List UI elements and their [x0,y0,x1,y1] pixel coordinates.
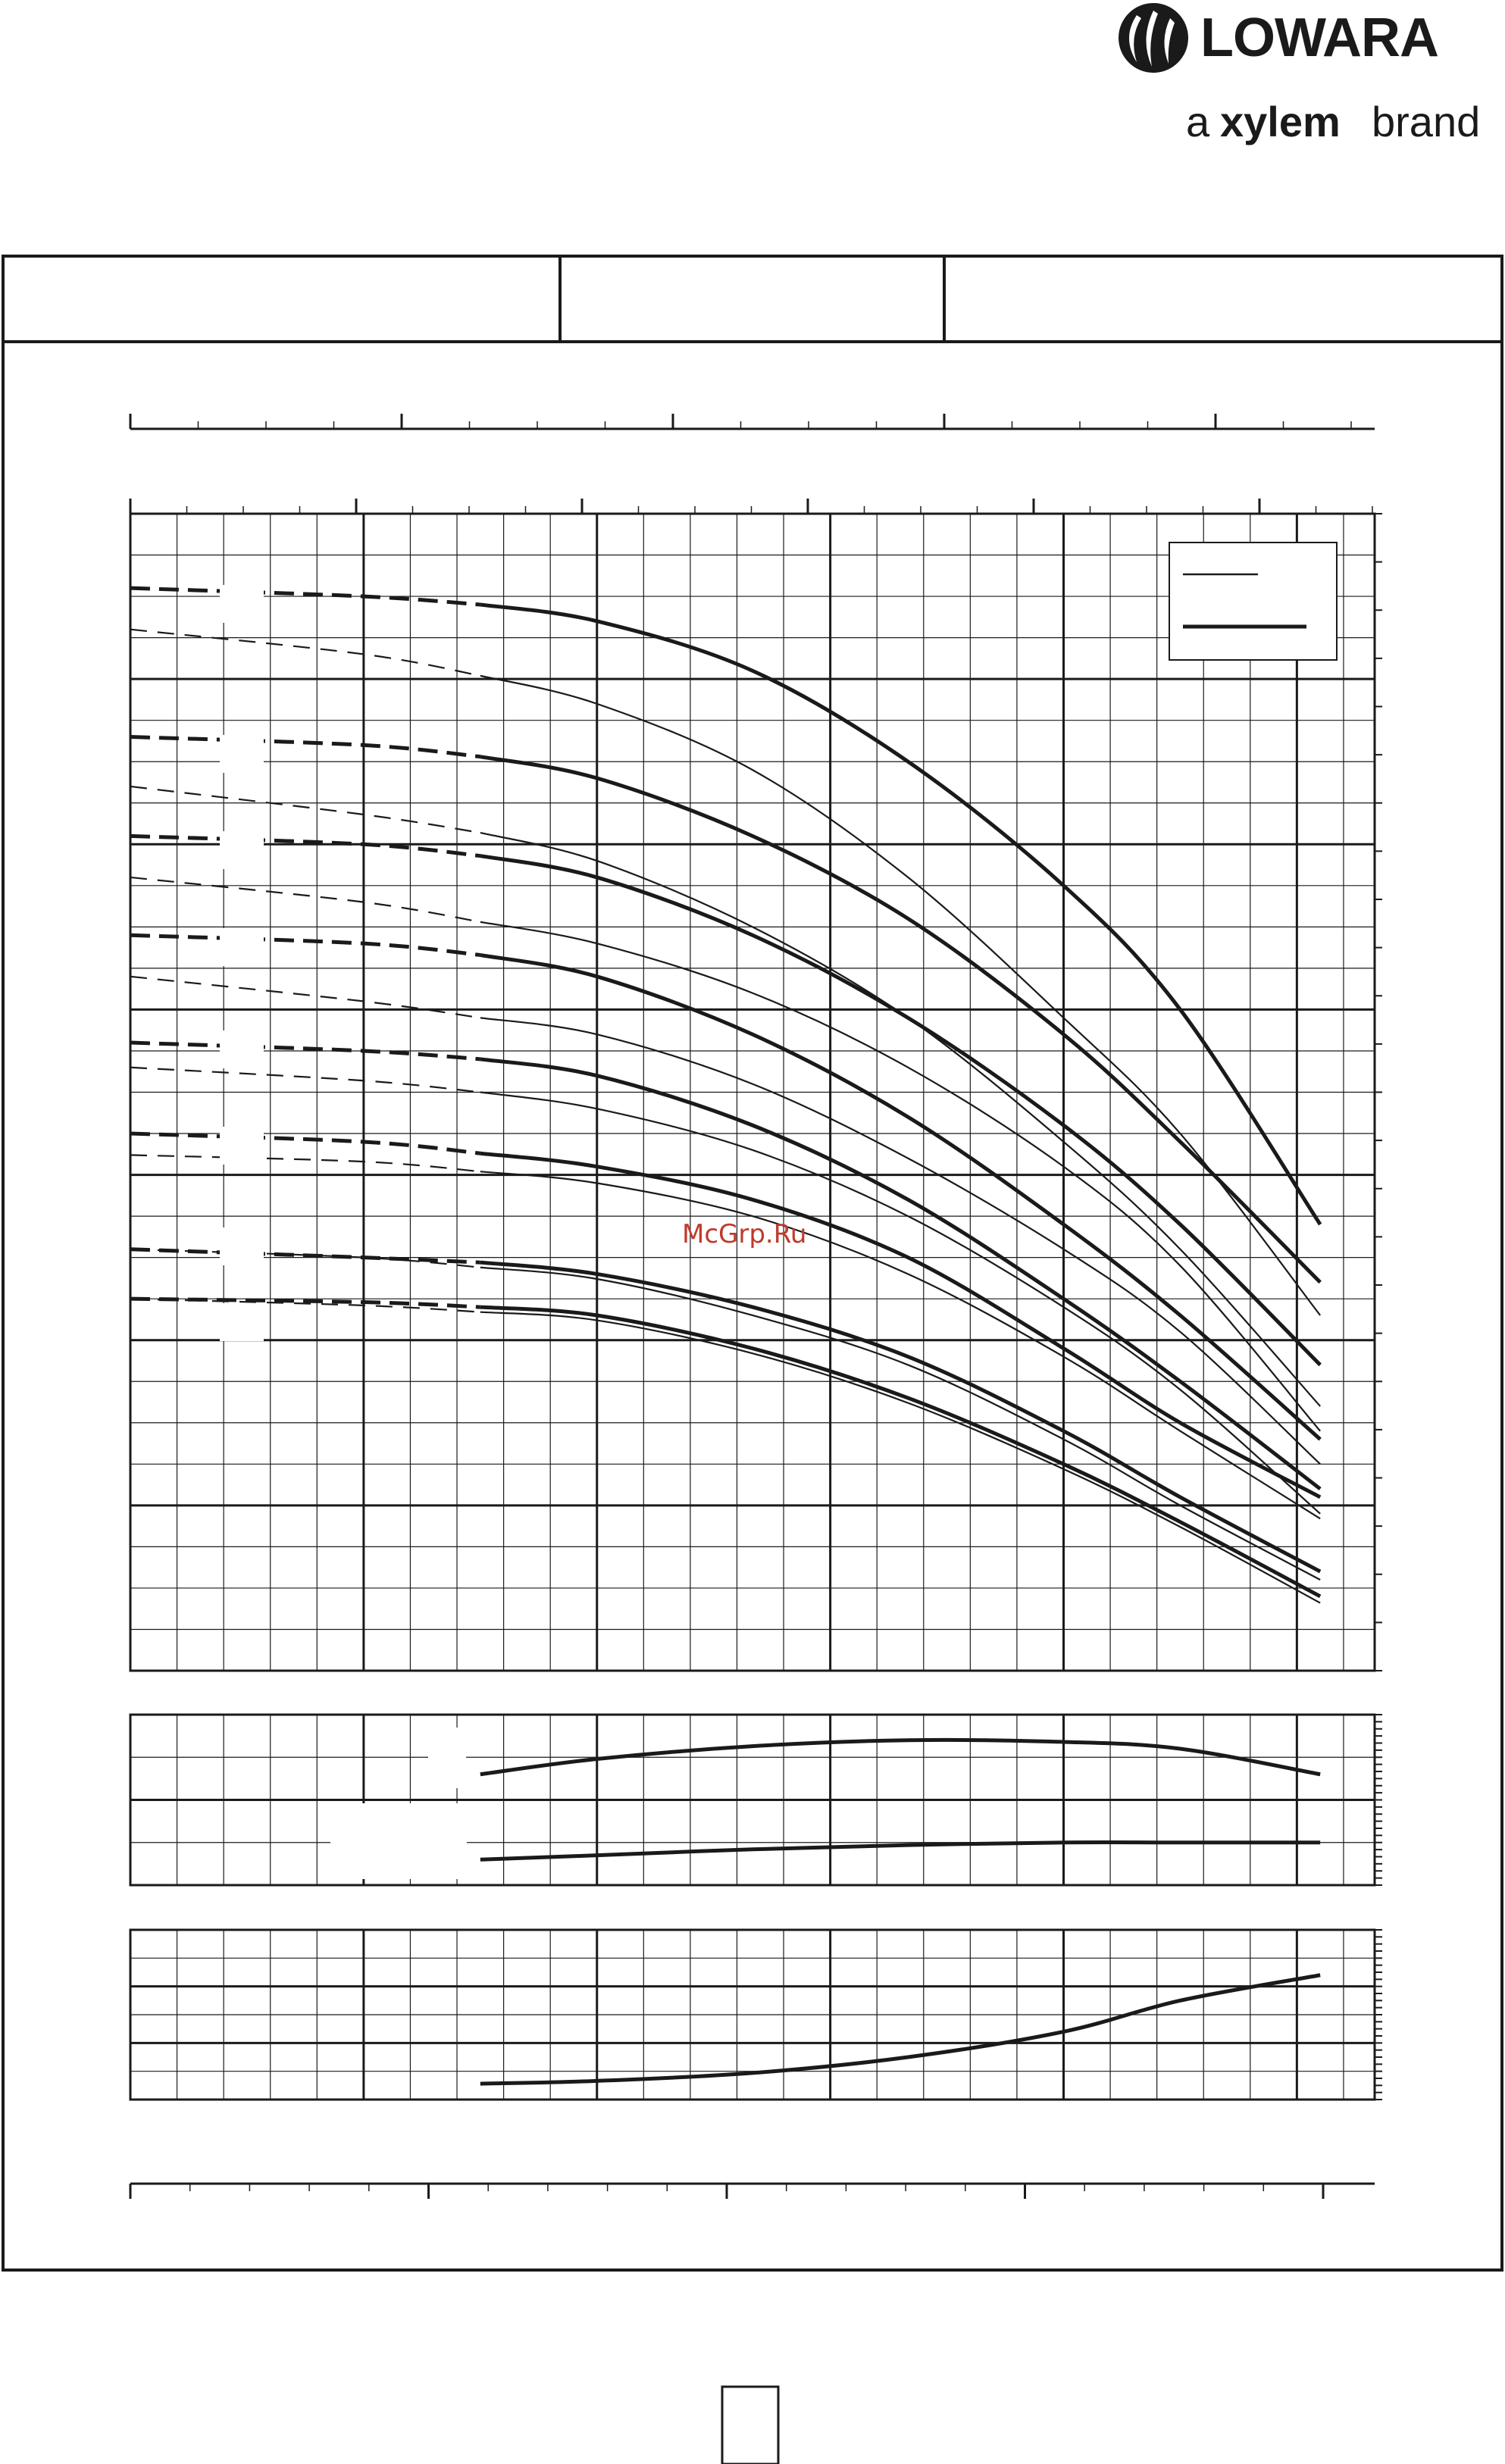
series-13-line [480,1266,1321,1581]
label-gap-6 [220,1227,264,1265]
series-11-dashed [130,1154,480,1173]
mid-chart-curves [330,1728,1321,1879]
series-8-line [480,1057,1322,1491]
brand-tagline-prefix: a [1186,98,1210,145]
series-10-line [480,1151,1322,1499]
series-9-dashed [130,1066,480,1093]
series-6-dashed [130,933,481,957]
series-0-dashed [130,586,480,607]
series-10-dashed [130,1131,481,1155]
bottom-chart [129,1928,1382,2101]
series-12-dashed [130,1247,480,1265]
series-5-dashed [130,876,480,923]
series-7-line [480,1017,1321,1465]
chart-legend [1169,542,1338,661]
brand-tagline-suffix: brand [1372,98,1480,145]
series-1-line [480,674,1322,1316]
series-8-dashed [130,1040,480,1062]
label-gap-2 [220,831,264,869]
series-2-line [480,755,1322,1284]
label-gap-1 [220,735,264,773]
brand-name: LOWARA [1200,8,1438,68]
label-gap-mid-2 [330,1803,467,1879]
series-14-dashed [130,1296,480,1309]
head-chart-curves [130,585,1322,1604]
series-3-dashed [130,785,480,834]
series-4-dashed [130,833,481,858]
bottom-scale-axis [129,2182,1375,2199]
lowara-mark-icon [1119,3,1188,73]
sheet-frame [2,255,1503,2272]
top-scale-axis-2 [129,499,1375,515]
series-9-line [480,1091,1321,1515]
label-gap-7 [220,1303,264,1341]
top-scale-axis [129,414,1375,430]
mid-chart [129,1713,1382,1887]
series-2-dashed [130,734,481,759]
label-gap-0 [220,585,264,623]
legend-box [1169,542,1338,661]
page-number-box [721,2385,780,2464]
label-gap-5 [220,1127,264,1165]
brand-tagline-brand: xylem [1220,98,1341,145]
label-gap-4 [220,1030,264,1068]
bottom-chart-grid [129,1928,1382,2101]
bottom-chart-curves [480,1973,1321,2086]
series-3-line [480,831,1321,1407]
series-15-line [480,1311,1321,1604]
watermark-text: McGrp.Ru [682,1219,806,1249]
label-gap-3 [220,928,264,966]
series-4-line [480,854,1322,1367]
series-14-line [480,1305,1322,1599]
series-1-line [480,1840,1321,1862]
series-0-line [480,602,1322,1226]
lowara-logo: LOWARA a xylem brand [1119,3,1480,145]
mid-chart-grid [129,1713,1382,1887]
series-7-dashed [130,975,480,1019]
series-12-line [480,1260,1322,1574]
head-chart-grid [129,512,1382,1672]
series-1-dashed [130,628,481,677]
series-0-line [480,1737,1321,1777]
series-5-line [480,921,1321,1432]
series-11-line [480,1171,1321,1520]
head-chart [129,512,1382,1672]
label-gap-mid-1 [428,1728,466,1788]
series-0-line [480,1973,1321,2086]
series-6-line [480,952,1322,1441]
